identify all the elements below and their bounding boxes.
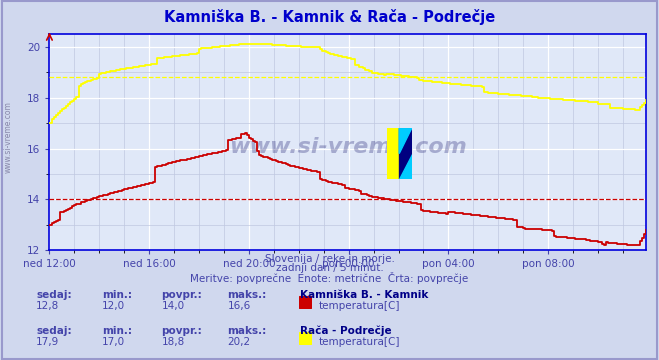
Text: min.:: min.: <box>102 290 132 300</box>
Text: povpr.:: povpr.: <box>161 290 202 300</box>
Text: temperatura[C]: temperatura[C] <box>318 337 400 347</box>
Text: sedaj:: sedaj: <box>36 290 72 300</box>
Bar <box>399 128 412 179</box>
Text: www.si-vreme.com: www.si-vreme.com <box>229 136 467 157</box>
Text: 16,6: 16,6 <box>227 301 250 311</box>
Text: povpr.:: povpr.: <box>161 326 202 336</box>
Text: Slovenija / reke in morje.: Slovenija / reke in morje. <box>264 254 395 264</box>
Text: 18,8: 18,8 <box>161 337 185 347</box>
Text: Rača - Podrečje: Rača - Podrečje <box>300 326 391 336</box>
Text: Meritve: povprečne  Enote: metrične  Črta: povprečje: Meritve: povprečne Enote: metrične Črta:… <box>190 272 469 284</box>
Polygon shape <box>399 154 412 179</box>
Text: Kamniška B. - Kamnik: Kamniška B. - Kamnik <box>300 290 428 300</box>
Text: 17,9: 17,9 <box>36 337 59 347</box>
Text: sedaj:: sedaj: <box>36 326 72 336</box>
Bar <box>387 128 399 179</box>
Text: 17,0: 17,0 <box>102 337 125 347</box>
Text: www.si-vreme.com: www.si-vreme.com <box>4 101 13 173</box>
Text: 14,0: 14,0 <box>161 301 185 311</box>
Text: min.:: min.: <box>102 326 132 336</box>
Text: maks.:: maks.: <box>227 290 267 300</box>
Text: 12,8: 12,8 <box>36 301 59 311</box>
Text: Kamniška B. - Kamnik & Rača - Podrečje: Kamniška B. - Kamnik & Rača - Podrečje <box>164 9 495 25</box>
Text: temperatura[C]: temperatura[C] <box>318 301 400 311</box>
Text: 12,0: 12,0 <box>102 301 125 311</box>
Text: 20,2: 20,2 <box>227 337 250 347</box>
Text: maks.:: maks.: <box>227 326 267 336</box>
Text: zadnji dan / 5 minut.: zadnji dan / 5 minut. <box>275 263 384 273</box>
Polygon shape <box>399 128 412 154</box>
